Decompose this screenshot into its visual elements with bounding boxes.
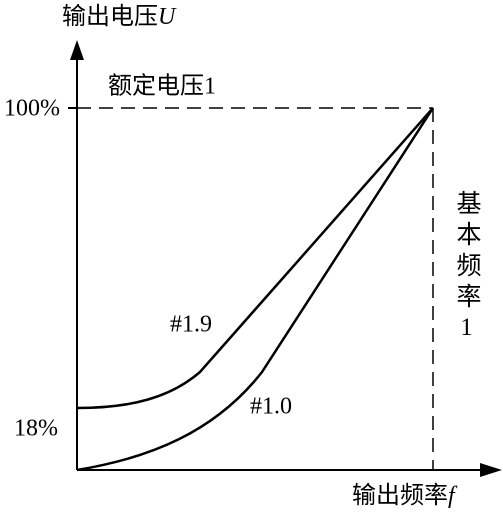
x-title: 输出频率f	[352, 482, 458, 509]
x-title-symbol: f	[448, 483, 458, 509]
tick-label: 18%	[14, 416, 58, 442]
x-arrow	[480, 463, 502, 477]
curve-1-9	[76, 107, 434, 410]
y-title-symbol: U	[158, 4, 177, 30]
y-title: 输出电压U	[62, 3, 177, 30]
curve-label: #1.0	[250, 394, 292, 420]
x-title-text: 输出频率	[352, 482, 448, 509]
rated-label: 额定电压1	[108, 73, 216, 100]
y-title-text: 输出电压	[62, 3, 158, 30]
y-arrow	[70, 40, 84, 60]
base-label: 基本频率1	[452, 186, 480, 351]
curve-1-0	[76, 107, 435, 472]
curve-label: #1.9	[170, 312, 212, 338]
tick-label: 100%	[4, 96, 60, 122]
